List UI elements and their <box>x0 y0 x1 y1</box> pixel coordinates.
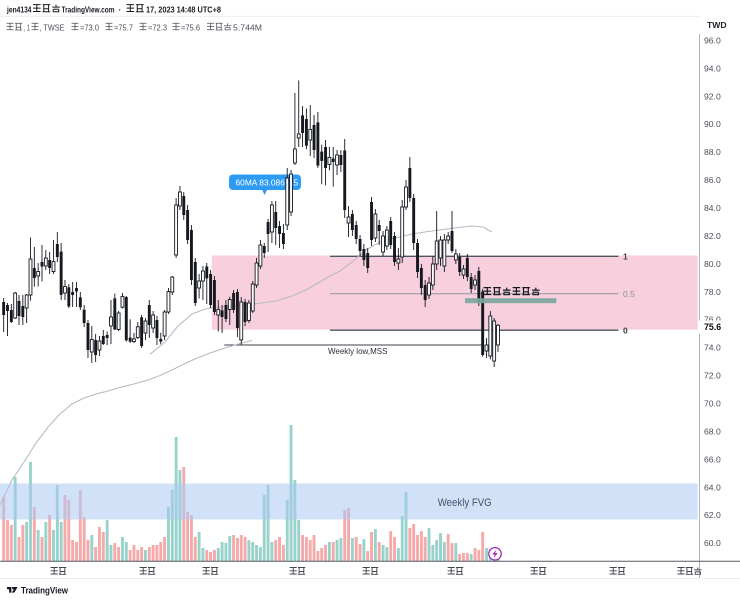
svg-text:96.0: 96.0 <box>704 35 721 45</box>
svg-text:TWD: TWD <box>707 20 727 30</box>
svg-text:90.0: 90.0 <box>704 119 721 129</box>
svg-text:Weekly low,MSS: Weekly low,MSS <box>328 347 387 356</box>
svg-text:80.0: 80.0 <box>704 259 721 269</box>
svg-text:82.0: 82.0 <box>704 231 721 241</box>
svg-text:, 1: , 1 <box>24 23 30 32</box>
svg-text:92.0: 92.0 <box>704 91 721 101</box>
svg-text:jen4134: jen4134 <box>6 4 32 14</box>
svg-text:1: 1 <box>623 252 628 262</box>
svg-text:=72.3: =72.3 <box>148 23 167 32</box>
svg-text:76.0: 76.0 <box>704 315 721 325</box>
svg-text:=75.7: =75.7 <box>114 23 133 32</box>
svg-text:Weekly FVG: Weekly FVG <box>438 497 492 509</box>
svg-text:·: · <box>119 4 122 14</box>
svg-text:TradingView: TradingView <box>21 586 68 597</box>
svg-text:TradingView.com: TradingView.com <box>62 4 115 14</box>
svg-text:60.0: 60.0 <box>704 538 721 548</box>
svg-text:75.6: 75.6 <box>704 322 721 332</box>
svg-text:66.0: 66.0 <box>704 454 721 464</box>
svg-text:88.0: 88.0 <box>704 147 721 157</box>
svg-text:17, 2023 14:48 UTC+8: 17, 2023 14:48 UTC+8 <box>146 4 221 14</box>
svg-text:84.0: 84.0 <box>704 203 721 213</box>
svg-text:74.0: 74.0 <box>704 343 721 353</box>
svg-text:70.0: 70.0 <box>704 399 721 409</box>
svg-text:=75.6: =75.6 <box>181 23 200 32</box>
svg-text:0: 0 <box>623 325 628 335</box>
svg-text:60MA 83.086115: 60MA 83.086115 <box>236 178 299 188</box>
svg-text:78.0: 78.0 <box>704 287 721 297</box>
svg-text:72.0: 72.0 <box>704 371 721 381</box>
svg-text:86.0: 86.0 <box>704 175 721 185</box>
svg-text:68.0: 68.0 <box>704 426 721 436</box>
svg-text:94.0: 94.0 <box>704 63 721 73</box>
svg-text:, TWSE: , TWSE <box>40 23 65 32</box>
svg-text:5.744M: 5.744M <box>233 23 262 32</box>
svg-text:62.0: 62.0 <box>704 510 721 520</box>
svg-text:=73.0: =73.0 <box>80 23 100 32</box>
svg-text:64.0: 64.0 <box>704 482 721 492</box>
svg-text:0.5: 0.5 <box>623 289 635 299</box>
